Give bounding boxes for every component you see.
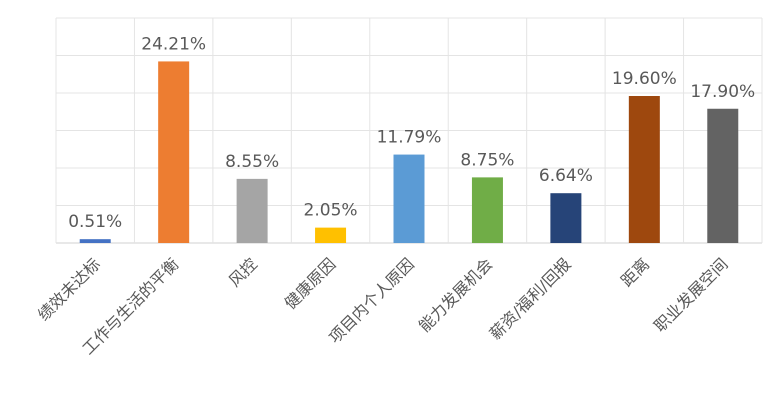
category-label: 能力发展机会 (415, 254, 496, 335)
bars (79, 61, 739, 243)
category-label: 绩效未达标 (34, 254, 104, 324)
data-label: 17.90% (690, 82, 755, 102)
data-label: 8.75% (460, 150, 514, 170)
bar (628, 96, 660, 243)
bar (158, 61, 190, 243)
category-label: 项目内个人原因 (325, 254, 418, 347)
data-labels: 0.51% 24.21% 8.55% 2.05% 11.79% 8.75% 6.64% 19.… (68, 34, 755, 232)
bar (236, 178, 268, 243)
bar (79, 239, 111, 243)
data-label: 0.51% (68, 212, 122, 232)
data-label: 11.79% (377, 128, 442, 148)
data-label: 2.05% (304, 201, 358, 221)
category-label: 薪资/福利/回报 (486, 254, 575, 343)
category-label: 职业发展空间 (650, 254, 731, 335)
category-label: 健康原因 (281, 254, 340, 313)
data-label: 19.60% (612, 69, 677, 89)
data-label: 6.64% (539, 166, 593, 186)
bar (550, 193, 582, 243)
bar (471, 177, 503, 243)
category-label: 距离 (617, 254, 653, 290)
category-label: 风控 (225, 254, 261, 290)
data-label: 8.55% (225, 152, 279, 172)
bar (315, 227, 347, 243)
data-label: 24.21% (141, 34, 206, 54)
bar (393, 154, 425, 243)
bar (707, 108, 739, 243)
